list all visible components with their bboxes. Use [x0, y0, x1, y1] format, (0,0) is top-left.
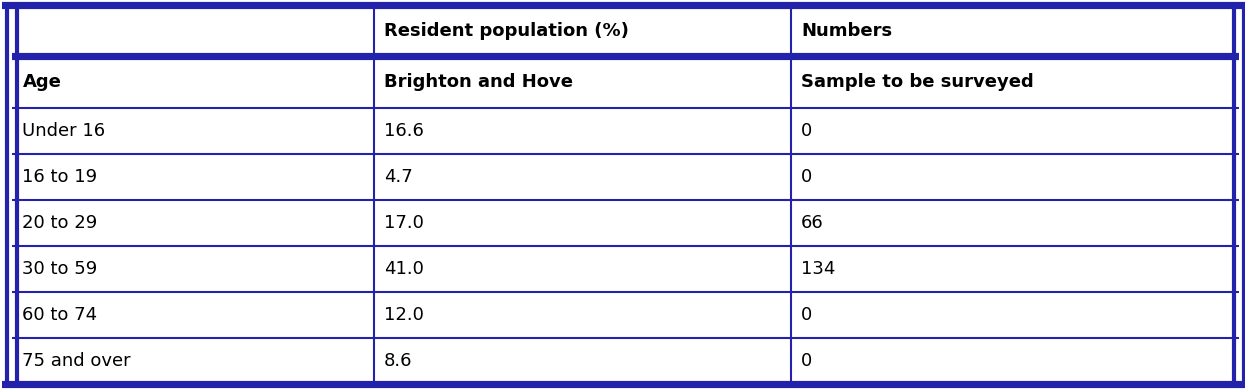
Text: Age: Age	[22, 73, 61, 92]
Text: 0: 0	[801, 352, 813, 370]
Text: 66: 66	[801, 214, 824, 232]
Text: 4.7: 4.7	[385, 168, 413, 186]
Text: 0: 0	[801, 168, 813, 186]
Text: 30 to 59: 30 to 59	[22, 260, 97, 278]
Text: 0: 0	[801, 122, 813, 140]
Text: 0: 0	[801, 306, 813, 324]
Text: Resident population (%): Resident population (%)	[385, 22, 629, 41]
Text: 16 to 19: 16 to 19	[22, 168, 97, 186]
Text: 8.6: 8.6	[385, 352, 412, 370]
Text: 60 to 74: 60 to 74	[22, 306, 97, 324]
Text: 134: 134	[801, 260, 835, 278]
Text: 12.0: 12.0	[385, 306, 425, 324]
Text: 75 and over: 75 and over	[22, 352, 131, 370]
Text: 20 to 29: 20 to 29	[22, 214, 97, 232]
Text: 41.0: 41.0	[385, 260, 425, 278]
Text: 17.0: 17.0	[385, 214, 425, 232]
Text: Numbers: Numbers	[801, 22, 893, 41]
Text: Under 16: Under 16	[22, 122, 106, 140]
Text: Sample to be surveyed: Sample to be surveyed	[801, 73, 1033, 92]
Text: Brighton and Hove: Brighton and Hove	[385, 73, 573, 92]
Text: 16.6: 16.6	[385, 122, 425, 140]
